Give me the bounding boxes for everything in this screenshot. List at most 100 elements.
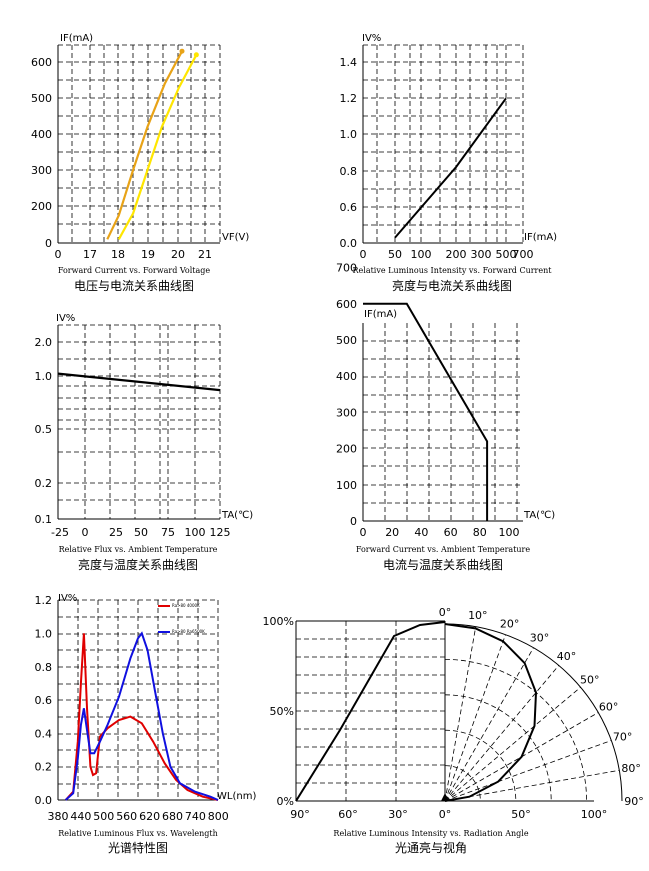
x-tick-label: 60 [444,526,458,539]
y-axis-label: IV% [362,33,381,44]
x-tick-label: 800 [208,810,229,823]
y-tick-label: 500 [336,334,357,347]
x-tick-label: 0° [439,808,452,821]
series-end-dot [179,48,185,54]
caption-zh: 电压与电流关系曲线图 [74,279,194,293]
y-tick-label: 200 [336,443,357,456]
y-tick-label: 500 [31,92,52,105]
y-tick-label: 100 [336,479,357,492]
x-tick-label: 680 [162,810,183,823]
chart-2-grid [362,44,524,244]
y-tick-label: 1.0 [340,128,358,141]
y-tick-label: 0 [350,515,357,528]
y-tick-label: 50% [270,705,294,718]
x-tick-label: 380 [48,810,69,823]
y-tick-label: 400 [336,370,357,383]
x-tick-label: 300 [471,248,492,261]
x-tick-label: 40 [414,526,428,539]
caption-zh: 亮度与电流关系曲线图 [392,278,512,293]
y-tick-label: 0.2 [35,761,53,774]
x-tick-label: 0 [360,248,367,261]
y-tick-label: 0 [45,237,52,250]
angle-tick-label: 30° [530,631,550,644]
y-tick-label: 1.0 [35,370,53,383]
y-axis-label: IV% [58,593,77,604]
x-tick-label: 100 [499,526,520,539]
y-tick-label: 300 [336,406,357,419]
polar-ray [444,647,534,802]
y-tick-label: 0.6 [340,201,358,214]
series-line [363,302,489,521]
x-tick-label: 700 [513,248,534,261]
x-tick-label: 21 [198,248,212,261]
polar-ray [444,769,620,802]
polar-curve [444,623,538,802]
y-axis-label: IV% [56,313,75,324]
polar-arc [444,694,552,802]
polar-ray [444,665,560,802]
x-axis-label: IF(mA) [524,232,557,243]
angle-tick-label: 80° [621,762,641,775]
caption-zh: 光谱特性图 [108,840,168,855]
angle-tick-label: 90° [624,795,644,808]
y-axis-label: IF(mA) [364,309,397,320]
caption-en: Relative Luminous Intensity vs. Radiatio… [333,829,528,838]
y-tick-label: 0.0 [35,794,53,807]
x-tick-label: 90° [290,808,310,821]
chart-1-grid [57,44,221,244]
x-tick-label: 125 [210,526,231,539]
caption-en: Forward Current vs. Ambient Temperature [356,545,531,554]
y-tick-label: 600 [336,298,357,311]
y-tick-label: 0.6 [35,694,53,707]
y-tick-label: 0% [277,795,294,808]
x-tick-label: 20 [385,526,399,539]
x-axis-label: VF(V) [222,232,249,243]
x-tick-label: 0 [360,526,367,539]
angle-tick-label: 70° [613,730,633,743]
polar-ray [444,634,506,802]
x-axis-label: TA(℃) [523,510,555,521]
y-tick-label: 400 [31,128,52,141]
caption-zh: 光通亮与视角 [395,840,467,855]
y-tick-label: 300 [31,164,52,177]
series-line [57,372,221,392]
x-tick-label: 18 [111,248,125,261]
chart-4-grid [362,323,523,522]
linear-curve [295,621,446,802]
x-tick-label: 75 [161,526,175,539]
x-tick-label: 100 [411,248,432,261]
chart-6-grid [295,620,623,802]
caption-zh: 亮度与温度关系曲线图 [78,557,198,572]
x-tick-label: 560 [116,810,137,823]
legend-label: Ra>80 4000K [172,603,200,608]
legend-label: Ra>80 Ra6500K [172,629,205,634]
y-tick-label: 0.8 [35,661,53,674]
series-line [117,54,198,240]
y-tick-label: 1.4 [340,56,358,69]
x-tick-label: 80 [473,526,487,539]
x-tick-label: 17 [83,248,97,261]
angle-tick-label: 40° [557,650,577,663]
x-tick-label: 500 [496,248,517,261]
polar-ray [444,626,477,802]
series-line [106,50,183,240]
y-tick-label: 2.0 [35,336,53,349]
y-tick-label: 0.5 [35,423,53,436]
caption-zh: 电流与温度关系曲线图 [383,557,503,572]
polar-arc [444,729,517,802]
angle-tick-label: 0° [439,606,452,619]
y-tick-label: 0.4 [35,727,53,740]
x-tick-label: 200 [446,248,467,261]
x-tick-label: 100° [581,808,608,821]
x-tick-label: 440 [70,810,91,823]
y-tick-label: 1.0 [35,628,53,641]
caption-en: Relative Luminous Flux vs. Wavelength [58,829,218,838]
series-end-dot [193,52,199,58]
y-tick-label: 100% [263,615,294,628]
x-axis-label: WL(nm) [217,791,256,802]
caption-en: Forward Current vs. Forward Voltage [58,266,211,275]
series-line [394,97,507,239]
x-tick-label: 50 [134,526,148,539]
y-tick-label: 200 [31,200,52,213]
